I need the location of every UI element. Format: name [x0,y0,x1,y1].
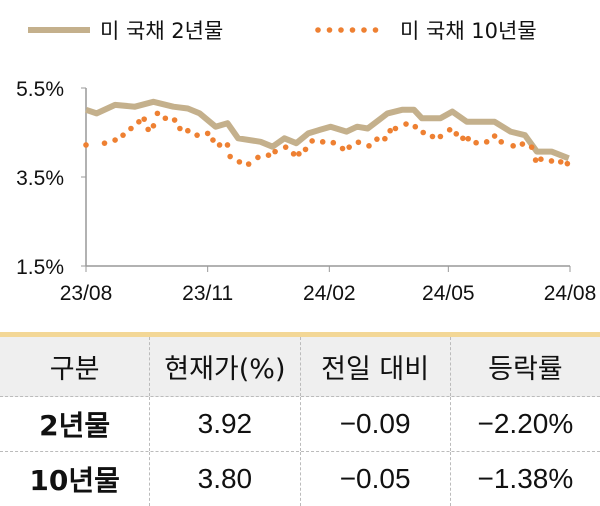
series-10y-point [227,154,233,160]
legend-dot [315,27,321,33]
series-10y-point [151,123,157,129]
series-10y-point [217,142,223,148]
series-10y-point [309,138,315,144]
x-tick-label: 24/08 [544,282,597,305]
series-10y-point [484,139,490,145]
series-10y-point [303,147,309,153]
series-10y-point [366,143,372,149]
series-10y-point [272,149,278,155]
series-10y-point [412,124,418,130]
series-10y-point [205,131,211,137]
row-label: 10년물 [0,452,150,506]
daily-change: −0.05 [301,452,451,506]
series-10y-point [393,126,399,132]
y-tick-label: 3.5% [16,167,64,190]
series-10y-point [112,137,118,143]
current-price: 3.92 [150,397,300,451]
series-10y-point [498,139,504,145]
series-10y-point [83,142,89,148]
series-10y-point [225,142,231,148]
x-tick-label: 24/05 [422,282,475,305]
yield-chart: 미 국채 2년물 미 국채 10년물 5.5% 3.5% 1.5% 23/08 23/… [0,0,600,330]
legend-dot [327,27,333,33]
series-10y-point [356,139,362,145]
series-10y-point [237,159,243,165]
series-10y-point [473,140,479,146]
x-tick-label: 24/02 [303,282,356,305]
legend-swatch-10y [315,27,378,33]
header-change-rate: 등락률 [451,337,600,396]
series-10y-point [330,140,336,146]
series-10y-point [465,136,471,142]
legend-label-10y: 미 국채 10년물 [400,19,537,43]
yield-table: 구분 현재가(%) 전일 대비 등락률 2년물 3.92 −0.09 −2.20… [0,332,600,506]
series-10y-point [438,134,444,140]
series-10y-point [102,140,108,146]
y-tick-label: 1.5% [16,256,64,279]
series-10y-point [145,127,151,133]
series-10y-point [533,157,539,163]
series-10y-point [177,126,183,132]
change-rate: −2.20% [451,397,600,451]
header-category: 구분 [0,337,150,396]
series-10y-point [172,117,178,123]
header-current-price: 현재가(%) [150,337,300,396]
current-price: 3.80 [150,452,300,506]
y-tick-label: 5.5% [16,78,64,101]
series-10y-point [403,121,409,127]
series-10y-point [283,144,289,150]
legend-dot [361,27,367,33]
daily-change: −0.09 [301,397,451,451]
series-10y-point [420,130,426,136]
series-10y-point [320,139,326,145]
series-10y-point [387,128,393,134]
legend-dot [338,27,344,33]
series-10y-point [549,158,555,164]
series-10y-point [185,128,191,134]
series-10y-point [510,143,516,149]
header-daily-change: 전일 대비 [301,337,451,396]
table-row: 10년물 3.80 −0.05 −1.38% [0,452,600,506]
series-10y-point [382,136,388,142]
change-rate: −1.38% [451,452,600,506]
series-10y-point [430,134,436,140]
series-10y-point [194,132,200,138]
row-label: 2년물 [0,397,150,451]
series-10y-point [447,127,453,133]
series-10y-point [558,159,564,165]
series-10y-point [210,137,216,143]
series-10y-point [291,151,297,157]
series-10y-point [492,133,498,139]
series-10y-point [163,115,169,121]
series-10y-point [565,161,571,167]
series-10y-point [340,146,346,152]
series-10y-point [128,126,134,132]
series-10y-point [120,132,126,138]
x-tick-label: 23/08 [60,282,113,305]
table-header-row: 구분 현재가(%) 전일 대비 등락률 [0,337,600,397]
series-10y-point [136,119,142,125]
series-10y-point [155,111,161,117]
series-10y-point [460,135,466,141]
series-2y-line [86,102,569,159]
series-10y-point [520,141,526,147]
legend-label-2y: 미 국채 2년물 [100,19,223,43]
series-10y-point [374,136,380,142]
series-10y-point [246,161,252,167]
legend-dot [373,27,379,33]
series-10y-point [346,144,352,150]
series-10y-point [453,131,459,137]
legend-dot [350,27,356,33]
series-10y-point [529,144,535,150]
legend: 미 국채 2년물 미 국채 10년물 [28,19,537,43]
series-10y-point [266,152,272,158]
x-tick-label: 23/11 [182,282,233,305]
series-10y-point [538,156,544,162]
series-10y-point [255,155,261,161]
series-10y-point [141,116,147,122]
series-10y-point [296,151,302,157]
table-row: 2년물 3.92 −0.09 −2.20% [0,397,600,452]
